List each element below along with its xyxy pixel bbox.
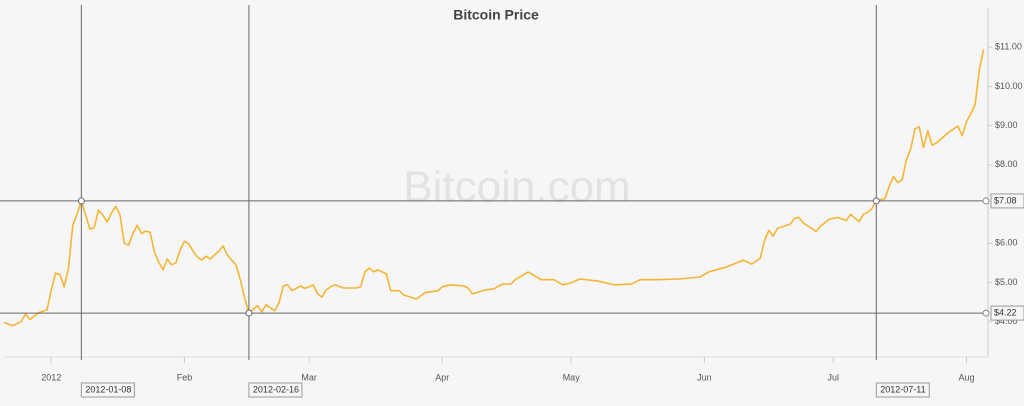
x-marker-box — [248, 382, 303, 398]
crosshair-end — [982, 197, 990, 205]
crosshair-end — [982, 309, 990, 317]
y-tick-label: $8.00 — [995, 159, 1018, 169]
y-marker-label: $7.08 — [994, 195, 1017, 205]
x-marker-label: 2012-07-11 — [880, 384, 925, 394]
x-tick-label: Jun — [697, 372, 712, 382]
watermark: Bitcoin.com — [403, 163, 630, 212]
y-tick-label: $11.00 — [995, 42, 1022, 52]
x-tick-label: Aug — [959, 372, 975, 382]
chart-title: Bitcoin Price — [453, 7, 539, 23]
crosshair-point — [77, 197, 85, 205]
crosshair-point — [245, 309, 253, 317]
x-tick-label: May — [563, 372, 581, 382]
x-tick-label: Mar — [301, 372, 317, 382]
x-tick-label: 2012 — [41, 372, 61, 382]
y-tick-label: $9.00 — [995, 120, 1018, 130]
y-tick-label: $10.00 — [995, 81, 1023, 91]
crosshair-point — [872, 197, 880, 205]
x-marker-box — [80, 382, 135, 398]
x-marker-box — [875, 382, 930, 398]
y-marker-box — [990, 193, 1024, 209]
price-line — [3, 49, 985, 327]
x-marker-label: 2012-01-08 — [85, 384, 131, 394]
y-marker-label: $4.22 — [994, 307, 1017, 317]
x-tick-label: Feb — [177, 372, 193, 382]
x-marker-label: 2012-02-16 — [253, 384, 299, 394]
x-tick-label: Jul — [828, 372, 840, 382]
x-tick-label: Apr — [435, 372, 449, 382]
y-tick-label: $4.00 — [995, 316, 1018, 326]
y-tick-label: $5.00 — [995, 277, 1018, 287]
y-tick-label: $6.00 — [995, 238, 1018, 248]
y-marker-box — [990, 305, 1024, 321]
